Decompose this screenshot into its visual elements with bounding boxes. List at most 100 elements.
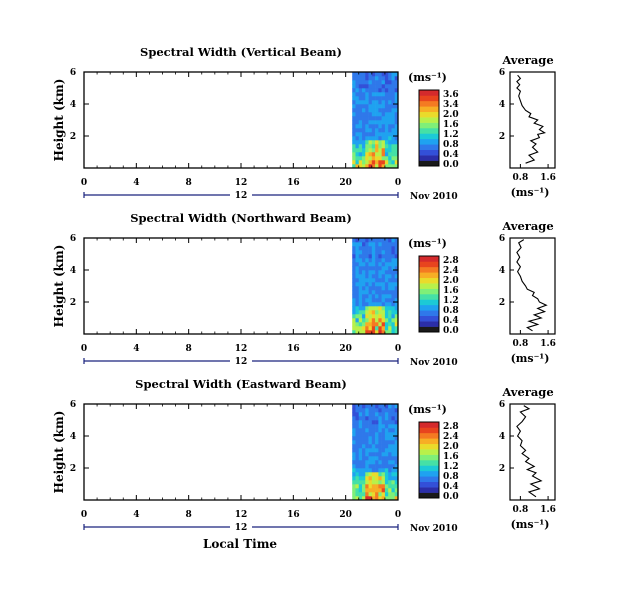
colorbar-tick-label: 0.8 <box>443 140 459 150</box>
heatmap-cell <box>391 456 396 461</box>
heatmap-cell <box>394 302 399 307</box>
heatmap-cell <box>365 452 369 457</box>
heatmap-cell <box>352 266 356 271</box>
heatmap-cell <box>388 80 392 85</box>
heatmap-cell <box>362 424 366 429</box>
heatmap-cell <box>371 104 376 109</box>
heatmap-cell <box>381 408 386 413</box>
heatmap-cell <box>378 322 382 327</box>
heatmap-cell <box>388 262 392 267</box>
panel-1: Spectral Width (Vertical Beam) Height (km… <box>52 45 556 202</box>
heatmap-cell <box>365 464 369 469</box>
heatmap-cell <box>371 408 376 413</box>
x-tick-label: 20 <box>339 344 352 354</box>
heatmap-cell <box>388 452 392 457</box>
heatmap-cell <box>371 164 376 169</box>
heatmap-cell <box>375 298 379 303</box>
heatmap-cell <box>365 278 369 283</box>
heatmap-cell <box>381 428 386 433</box>
colorbar-swatch <box>419 261 439 268</box>
heatmap-cell <box>368 88 373 93</box>
heatmap-cell <box>391 452 396 457</box>
colorbar-tick-label: 0.4 <box>443 150 459 160</box>
heatmap-cell <box>381 144 386 149</box>
heatmap-cell <box>362 472 366 477</box>
heatmap-cell <box>391 416 396 421</box>
heatmap-cell <box>358 488 363 493</box>
heatmap-cell <box>368 96 373 101</box>
heatmap-cell <box>355 408 360 413</box>
heatmap-cell <box>381 404 386 409</box>
heatmap-cell <box>384 480 389 485</box>
heatmap-cell <box>368 108 373 113</box>
average-x-tick-label: 0.8 <box>513 339 529 349</box>
heatmap-cell <box>352 290 356 295</box>
heatmap-cell <box>368 424 373 429</box>
heatmap-cell <box>355 148 360 153</box>
heatmap-cell <box>352 116 356 121</box>
heatmap-cell <box>388 460 392 465</box>
heatmap-cell <box>378 160 382 165</box>
heatmap-cell <box>381 444 386 449</box>
heatmap-cell <box>391 128 396 133</box>
heatmap-cell <box>365 144 369 149</box>
colorbar-tick-label: 1.2 <box>443 296 459 306</box>
heatmap-cell <box>371 250 376 255</box>
heatmap-cell <box>381 120 386 125</box>
heatmap-cell <box>388 290 392 295</box>
heatmap-cell <box>384 444 389 449</box>
heatmap-cell <box>384 238 389 243</box>
heatmap-cell <box>378 480 382 485</box>
heatmap-cell <box>384 120 389 125</box>
heatmap-cell <box>365 254 369 259</box>
heatmap-cell <box>391 144 396 149</box>
heatmap-cell <box>388 238 392 243</box>
heatmap-cell <box>362 92 366 97</box>
heatmap-cell <box>394 286 399 291</box>
average-frame <box>509 403 556 501</box>
heatmap-cell <box>371 116 376 121</box>
heatmap-cell <box>381 306 386 311</box>
heatmap-cell <box>358 294 363 299</box>
heatmap-cell <box>381 488 386 493</box>
heatmap-cell <box>365 242 369 247</box>
heatmap-cell <box>358 124 363 129</box>
heatmap-cell <box>352 254 356 259</box>
heatmap-cell <box>391 306 396 311</box>
colorbar-tick-label: 1.6 <box>443 286 459 296</box>
heatmap-cell <box>388 480 392 485</box>
heatmap-cell <box>358 484 363 489</box>
heatmap-cell <box>371 436 376 441</box>
heatmap-cell <box>378 262 382 267</box>
heatmap-cell <box>358 270 363 275</box>
heatmap-cell <box>368 456 373 461</box>
heatmap-cell <box>358 242 363 247</box>
heatmap-cell <box>358 330 363 335</box>
heatmap-cell <box>365 330 369 335</box>
heatmap-cell <box>378 274 382 279</box>
heatmap-cell <box>375 100 379 105</box>
heatmap-cell <box>391 124 396 129</box>
heatmap-cell <box>375 164 379 169</box>
average-x-tick-label: 0.8 <box>513 505 529 515</box>
heatmap-cell <box>352 496 356 501</box>
heatmap-cell <box>358 464 363 469</box>
heatmap-cell <box>375 156 379 161</box>
colorbar-swatch <box>419 138 439 145</box>
average-title: Average <box>501 219 553 233</box>
heatmap-cell <box>368 488 373 493</box>
heatmap-cell <box>375 76 379 81</box>
heatmap-cell <box>388 404 392 409</box>
heatmap-cell <box>384 88 389 93</box>
heatmap-cell <box>394 440 399 445</box>
heatmap-cell <box>388 286 392 291</box>
heatmap-cell <box>381 432 386 437</box>
heatmap-cell <box>352 452 356 457</box>
average-profile-line <box>516 405 543 498</box>
heatmap-cell <box>368 310 373 315</box>
plot-frame <box>83 71 399 169</box>
average-x-tick-label: 1.6 <box>540 173 556 183</box>
heatmap-cell <box>381 322 386 327</box>
heatmap-cell <box>362 104 366 109</box>
heatmap-cell <box>394 270 399 275</box>
